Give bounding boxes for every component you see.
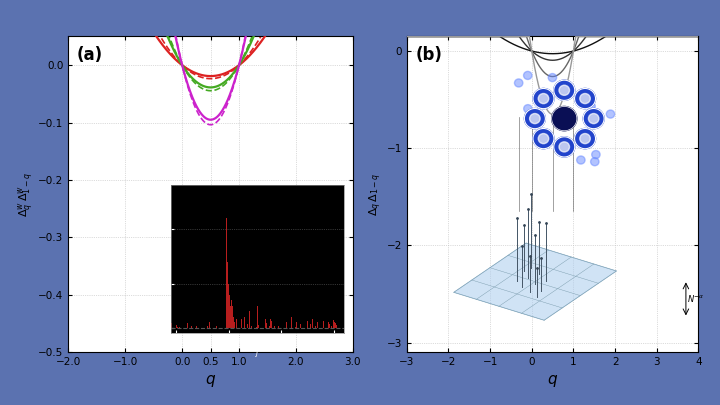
Y-axis label: $\Delta_q\,\Delta_{1-q}$: $\Delta_q\,\Delta_{1-q}$ — [367, 173, 384, 216]
Text: $N^{-\alpha}$: $N^{-\alpha}$ — [687, 293, 704, 305]
X-axis label: $q$: $q$ — [547, 373, 558, 389]
Text: (a): (a) — [77, 46, 103, 64]
Text: (b): (b) — [415, 46, 442, 64]
Y-axis label: $\Delta_q^w\,\Delta_{1-q}^w$: $\Delta_q^w\,\Delta_{1-q}^w$ — [16, 172, 35, 217]
X-axis label: $q$: $q$ — [205, 373, 216, 389]
